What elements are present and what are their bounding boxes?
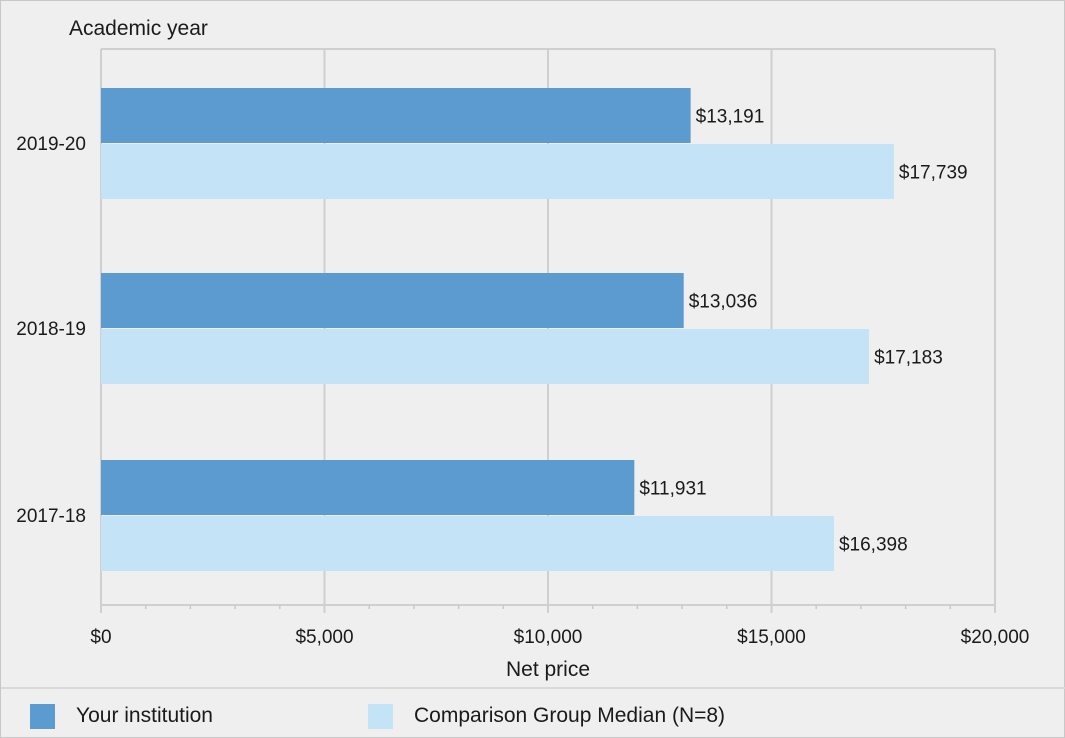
y-axis-title: Academic year: [69, 17, 208, 40]
data-label-institution-2018-19: $13,036: [689, 292, 758, 313]
x-tick-label-0: $0: [90, 627, 111, 648]
bar-comparison-2018-19: [101, 329, 870, 384]
data-label-institution-2019-20: $13,191: [696, 107, 765, 128]
bar-institution-2018-19: [101, 273, 684, 328]
y-tick-label-2018-19: 2018-19: [16, 319, 86, 340]
x-tick-label-2: $10,000: [514, 627, 583, 648]
y-tick-label-2017-18: 2017-18: [16, 506, 86, 527]
legend-label-your-institution: Your institution: [76, 704, 213, 727]
data-label-comparison-2019-20: $17,739: [899, 163, 968, 184]
x-tick-label-3: $15,000: [737, 627, 806, 648]
legend-swatch-comparison-median: [368, 704, 393, 729]
bar-institution-2017-18: [101, 460, 635, 515]
legend-divider: [1, 687, 1065, 689]
x-axis-title: Net price: [506, 658, 590, 681]
x-tick-label-1: $5,000: [295, 627, 353, 648]
y-tick-label-2019-20: 2019-20: [16, 134, 86, 155]
bar-institution-2019-20: [101, 88, 691, 143]
x-tick-label-4: $20,000: [961, 627, 1030, 648]
legend-label-comparison-median: Comparison Group Median (N=8): [414, 704, 726, 727]
bar-chart: $13,191 $17,739 2019-20 $13,036 $17,183 2018-…: [16, 17, 1030, 681]
data-label-comparison-2018-19: $17,183: [874, 348, 943, 369]
legend-swatch-your-institution: [30, 704, 55, 729]
data-label-comparison-2017-18: $16,398: [839, 535, 908, 556]
data-label-institution-2017-18: $11,931: [639, 479, 706, 500]
bar-comparison-2019-20: [101, 144, 894, 199]
bar-comparison-2017-18: [101, 516, 834, 571]
